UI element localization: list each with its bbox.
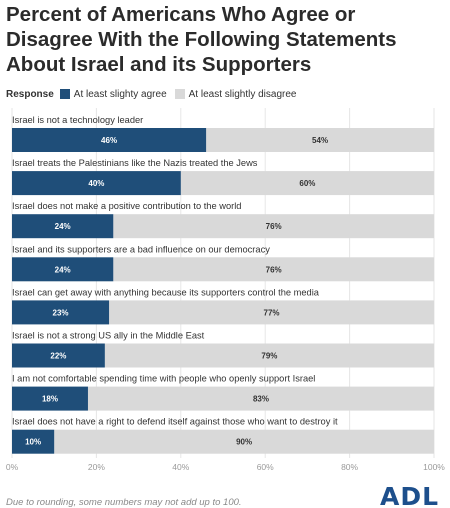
bar-agree	[12, 386, 88, 411]
bar-disagree	[113, 214, 434, 239]
category-label: Israel does not make a positive contribu…	[12, 201, 241, 211]
footnote: Due to rounding, some numbers may not ad…	[6, 497, 242, 508]
category-label: Israel does not have a right to defend i…	[12, 417, 338, 427]
x-tick-label: 40%	[172, 462, 189, 472]
x-tick-label: 60%	[257, 462, 274, 472]
legend-item-agree: At least slighty agree	[59, 88, 167, 100]
data-label-disagree: 83%	[253, 395, 269, 404]
data-label-agree: 24%	[55, 265, 71, 274]
stacked-bar-chart: 0% 20% 40% 60% 80% 100% Israel is not a techno…	[6, 108, 445, 472]
category-label: I am not comfortable spending time with …	[12, 374, 315, 384]
legend-swatch-agree	[59, 89, 70, 99]
category-label: Israel is not a technology leader	[12, 115, 143, 125]
data-label-agree: 46%	[101, 136, 117, 145]
bar-agree	[12, 300, 110, 325]
bar-disagree	[206, 128, 434, 152]
legend-text-agree: At least slighty agree	[73, 88, 167, 100]
legend-text-disagree: At least slightly disagree	[188, 88, 297, 100]
x-tick-label: 80%	[341, 462, 358, 472]
adl-logo-text: ADL	[380, 484, 440, 508]
data-label-agree: 10%	[25, 438, 41, 447]
category-label: Israel can get away with anything becaus…	[12, 287, 320, 297]
bar-disagree	[54, 429, 434, 454]
data-label-disagree: 77%	[264, 308, 280, 317]
data-label-disagree: 79%	[261, 352, 277, 361]
bar-disagree	[87, 386, 435, 411]
data-label-disagree: 76%	[266, 265, 282, 274]
bar-agree	[12, 171, 181, 196]
category-label: Israel is not a strong US ally in the Mi…	[12, 331, 205, 341]
data-label-agree: 24%	[55, 222, 71, 231]
legend-swatch-disagree	[174, 89, 185, 99]
data-label-disagree: 60%	[299, 179, 315, 188]
bar-agree	[12, 257, 114, 282]
data-label-agree: 18%	[42, 395, 58, 404]
legend: Response At least slighty agree At least…	[6, 87, 304, 101]
data-label-disagree: 76%	[266, 222, 282, 231]
data-label-agree: 22%	[50, 352, 66, 361]
bar-agree	[12, 429, 55, 454]
x-tick-label: 100%	[423, 462, 445, 472]
category-label: Israel and its supporters are a bad infl…	[12, 244, 270, 254]
legend-item-disagree: At least slightly disagree	[174, 88, 297, 100]
x-tick-label: 0%	[6, 462, 19, 472]
bar-agree	[12, 214, 114, 239]
bar-agree	[12, 343, 105, 368]
category-label: Israel treats the Palestinians like the …	[12, 158, 258, 168]
bar-disagree	[180, 171, 434, 196]
bar-disagree	[109, 300, 434, 325]
data-label-disagree: 90%	[236, 438, 252, 447]
legend-label: Response	[6, 88, 54, 100]
x-tick-label: 20%	[88, 462, 105, 472]
adl-logo: ADL	[380, 484, 442, 508]
bar-disagree	[104, 343, 434, 368]
chart-title: Percent of Americans Who Agree or Disagr…	[6, 3, 397, 76]
bar-disagree	[113, 257, 434, 282]
data-label-agree: 40%	[88, 179, 104, 188]
bar-agree	[12, 128, 207, 152]
data-label-disagree: 54%	[312, 136, 328, 145]
data-label-agree: 23%	[53, 308, 69, 317]
